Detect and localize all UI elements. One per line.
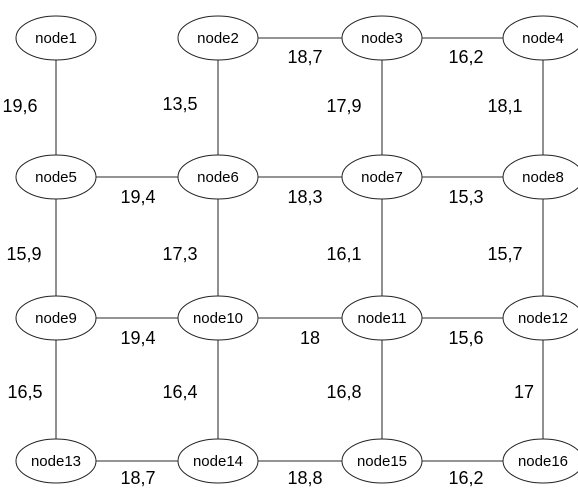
node-node2: node2 <box>177 15 259 61</box>
node-node9: node9 <box>15 295 97 341</box>
edge-weight-label: 16,8 <box>326 382 361 402</box>
node-ellipse <box>177 438 259 484</box>
node-label: node6 <box>197 169 239 186</box>
node-label: node3 <box>361 30 403 47</box>
edge-weight-label: 19,6 <box>2 96 37 116</box>
edge-weight-label: 15,3 <box>448 187 483 207</box>
edge-weight-label: 19,4 <box>120 187 155 207</box>
node-label: node2 <box>197 30 239 47</box>
edge-weight-label: 17,3 <box>162 244 197 264</box>
edge-weight-label: 16,4 <box>162 382 197 402</box>
edge-weight-label: 19,4 <box>120 328 155 348</box>
edge-weight-label: 17 <box>514 382 534 402</box>
edge-weight-label: 15,9 <box>6 244 41 264</box>
edge-weight-label: 18,1 <box>487 96 522 116</box>
node-node6: node6 <box>177 154 259 200</box>
node-label: node5 <box>35 169 77 186</box>
node-node10: node10 <box>177 295 259 341</box>
node-ellipse <box>341 295 423 341</box>
edge-weight-label: 18,8 <box>287 468 322 488</box>
node-ellipse <box>15 295 97 341</box>
edge-weight-label: 18,7 <box>120 468 155 488</box>
edge-weight-label: 18,7 <box>287 47 322 67</box>
edge-label-layer: 18,7 16,2 19,6 13,5 17,9 18,1 19,4 18,3 15,3 15,9… <box>2 47 534 488</box>
node-ellipse <box>341 438 423 484</box>
edge-weight-label: 17,9 <box>326 96 361 116</box>
node-label: node8 <box>522 169 564 186</box>
node-label: node12 <box>518 310 568 327</box>
node-layer: node1 node2 node3 node4 node5 node6 node7 node8… <box>15 15 578 484</box>
node-node16: node16 <box>502 438 578 484</box>
node-label: node10 <box>193 310 243 327</box>
node-node4: node4 <box>502 15 578 61</box>
node-label: node4 <box>522 30 564 47</box>
node-node7: node7 <box>341 154 423 200</box>
node-ellipse <box>341 154 423 200</box>
edge-weight-label: 13,5 <box>162 94 197 114</box>
node-node14: node14 <box>177 438 259 484</box>
edge-weight-label: 16,1 <box>326 244 361 264</box>
node-label: node15 <box>357 453 407 470</box>
node-node12: node12 <box>502 295 578 341</box>
node-ellipse <box>341 15 423 61</box>
node-node1: node1 <box>15 15 97 61</box>
edge-weight-label: 16,5 <box>7 382 42 402</box>
edge-weight-label: 15,6 <box>448 328 483 348</box>
edge-weight-label: 15,7 <box>487 244 522 264</box>
node-ellipse <box>15 438 97 484</box>
node-ellipse <box>502 15 578 61</box>
node-label: node14 <box>193 453 243 470</box>
node-node13: node13 <box>15 438 97 484</box>
node-ellipse <box>15 154 97 200</box>
node-node8: node8 <box>502 154 578 200</box>
node-label: node11 <box>358 310 407 327</box>
node-ellipse <box>177 15 259 61</box>
node-label: node13 <box>31 453 81 470</box>
node-label: node7 <box>361 169 403 186</box>
edge-weight-label: 16,2 <box>448 47 483 67</box>
node-node3: node3 <box>341 15 423 61</box>
node-node11: node11 <box>341 295 423 341</box>
edge-weight-label: 18,3 <box>287 187 322 207</box>
node-ellipse <box>502 154 578 200</box>
node-label: node9 <box>35 310 77 327</box>
node-label: node16 <box>518 453 568 470</box>
node-ellipse <box>177 154 259 200</box>
node-node15: node15 <box>341 438 423 484</box>
edge-weight-label: 16,2 <box>448 468 483 488</box>
edge-weight-label: 18 <box>300 328 320 348</box>
node-ellipse <box>502 295 578 341</box>
node-node5: node5 <box>15 154 97 200</box>
edge-layer <box>55 37 544 462</box>
node-ellipse <box>15 15 97 61</box>
node-ellipse <box>502 438 578 484</box>
node-label: node1 <box>35 30 77 47</box>
node-ellipse <box>177 295 259 341</box>
